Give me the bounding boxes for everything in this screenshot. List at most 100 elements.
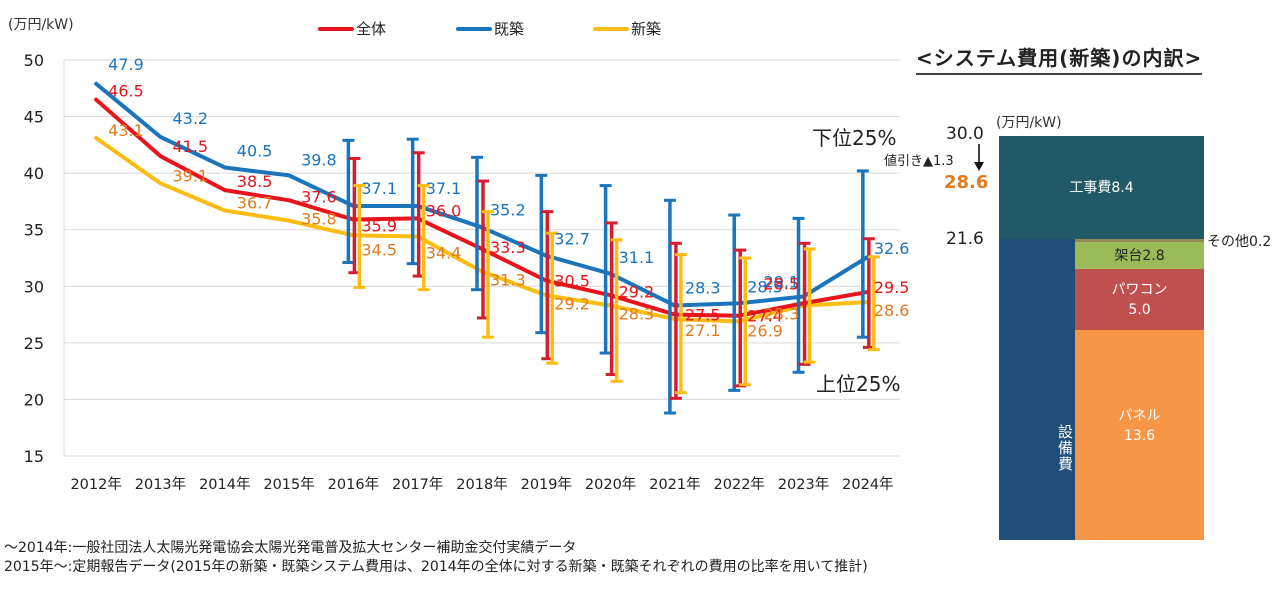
legend-swatch-blue (456, 26, 492, 31)
x-tick-label: 2024年 (842, 476, 893, 493)
x-tick-label: 2012年 (70, 476, 121, 493)
x-tick-label: 2014年 (199, 476, 250, 493)
legend-item-total: 全体 (318, 18, 386, 39)
legend-label: 全体 (356, 20, 387, 38)
data-label: 32.6 (874, 239, 910, 258)
data-label: 29.2 (554, 294, 590, 313)
data-labels: 47.9 43.2 40.5 39.8 37.1 37.1 35.2 32.7 31.1 28.3… (108, 55, 909, 341)
y-tick-label: 15 (24, 447, 44, 466)
data-label: 39.8 (301, 150, 337, 169)
segment-value: 13.6 (1123, 428, 1156, 444)
data-label: 37.1 (361, 179, 397, 198)
data-label: 32.7 (554, 230, 590, 249)
segment-label: 設備費 (1056, 424, 1074, 472)
legend-label: 新築 (631, 20, 662, 38)
segment-construction: 工事費8.4 (999, 136, 1204, 239)
legend-label: 既築 (494, 20, 525, 38)
data-label: 28.3 (764, 305, 800, 324)
legend-swatch-yellow (593, 26, 629, 31)
x-tick-label: 2018年 (456, 476, 507, 493)
data-label: 36.7 (237, 193, 273, 212)
y-tick-label: 35 (24, 221, 44, 240)
data-label: 43.2 (172, 109, 208, 128)
data-label: 34.4 (426, 244, 462, 263)
segment-label: パネル (1118, 408, 1161, 424)
x-tick-label: 2022年 (714, 476, 765, 493)
data-label: 30.5 (554, 272, 590, 291)
data-label: 39.1 (172, 166, 208, 185)
quartile-error-bars (342, 137, 880, 415)
upper-quartile-label: 上位25% (816, 372, 901, 396)
y-tick-label: 50 (24, 51, 44, 70)
y-axis-ticks: 15 20 25 30 35 40 45 50 (24, 51, 44, 466)
down-arrow-icon (974, 144, 984, 171)
segment-label: 架台2.8 (1114, 247, 1165, 264)
segment-mount: 架台2.8 (1075, 242, 1204, 269)
y-tick-label: 30 (24, 277, 44, 296)
data-label: 28.3 (685, 279, 721, 298)
legend-item-new: 新築 (593, 18, 661, 39)
data-label: 40.5 (237, 141, 273, 160)
x-tick-label: 2017年 (392, 476, 443, 493)
data-label: 37.6 (301, 187, 337, 206)
x-axis-ticks: 2012年 2013年 2014年 2015年 2016年 2017年 2018年 2019年… (70, 476, 893, 493)
data-label: 27.5 (685, 306, 721, 325)
equipment-subtotal-label: 21.6 (946, 229, 984, 249)
total-value-label: 30.0 (946, 124, 984, 144)
data-label: 34.5 (361, 240, 397, 259)
x-tick-label: 2013年 (135, 476, 186, 493)
data-label: 28.5 (747, 277, 783, 296)
data-label: 29.5 (874, 278, 910, 297)
footnote-2: 2015年〜:定期報告データ(2015年の新築・既築システム費用は、2014年の… (4, 559, 868, 575)
data-label: 35.8 (301, 210, 337, 229)
data-label: 33.3 (490, 238, 526, 257)
x-tick-label: 2015年 (263, 476, 314, 493)
data-label: 41.5 (172, 137, 208, 156)
y-tick-label: 20 (24, 390, 44, 409)
data-label: 35.2 (490, 200, 526, 219)
lower-quartile-label: 下位25% (812, 126, 897, 150)
x-tick-label: 2019年 (521, 476, 572, 493)
segment-label: パワコン (1111, 281, 1168, 298)
x-tick-label: 2021年 (649, 476, 700, 493)
other-label: その他0.2 (1207, 234, 1272, 250)
data-label: 38.5 (237, 172, 273, 191)
x-tick-label: 2016年 (328, 476, 379, 493)
data-label: 27.4 (747, 307, 783, 326)
data-label: 46.5 (108, 82, 144, 101)
breakdown-title: <システム費用(新築)の内訳> (916, 42, 1203, 75)
data-label: 36.0 (426, 201, 462, 220)
y-tick-label: 25 (24, 334, 44, 353)
x-tick-label: 2023年 (778, 476, 829, 493)
footnote-1: 〜2014年:一般社団法人太陽光発電協会太陽光発電普及拡大センター補助金交付実績… (4, 540, 577, 556)
data-label: 29.2 (619, 282, 655, 301)
data-label: 31.3 (490, 271, 526, 290)
y-tick-label: 45 (24, 108, 44, 127)
data-label: 28.3 (619, 305, 655, 324)
data-label: 28.6 (874, 301, 910, 320)
data-label: 37.1 (426, 179, 462, 198)
discount-label: 値引き▲1.3 (884, 154, 954, 169)
segment-pcs: パワコン 5.0 (1075, 269, 1204, 330)
segment-value: 5.0 (1128, 301, 1151, 318)
legend-swatch-red (318, 26, 354, 31)
segment-label: 工事費8.4 (1069, 179, 1134, 196)
legend-item-existing: 既築 (456, 18, 524, 39)
after-discount-value: 28.6 (944, 172, 989, 193)
y-tick-label: 40 (24, 164, 44, 183)
data-label: 43.1 (108, 121, 144, 140)
breakdown-unit: (万円/kW) (996, 115, 1062, 131)
data-label: 28.5 (764, 274, 800, 293)
segment-equipment: 設備費 (999, 239, 1075, 540)
data-label: 26.9 (747, 321, 783, 340)
data-label: 47.9 (108, 55, 144, 74)
x-tick-label: 2020年 (585, 476, 636, 493)
segment-panel: パネル 13.6 (1075, 330, 1204, 540)
segment-other (1075, 239, 1204, 242)
data-label: 31.1 (619, 248, 655, 267)
data-label: 35.9 (361, 217, 397, 236)
y-axis-unit: (万円/kW) (8, 17, 74, 33)
data-label: 27.1 (685, 321, 721, 340)
data-label: 29.1 (764, 272, 800, 291)
